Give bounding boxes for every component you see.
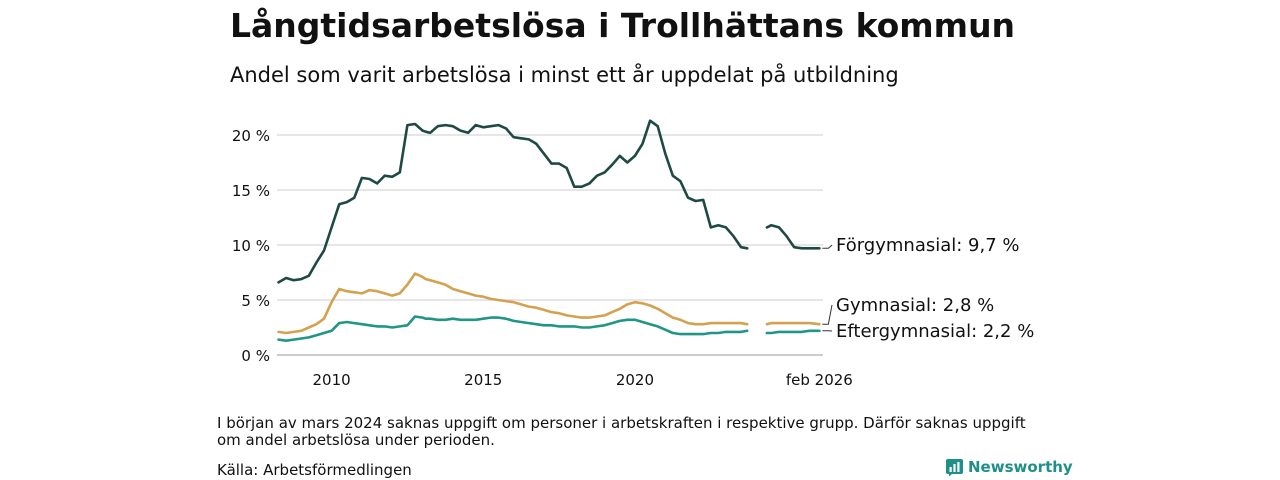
series-line-eftergymnasial xyxy=(277,315,749,342)
y-tick-label: 5 % xyxy=(241,292,270,310)
series-label-eftergymnasial: Eftergymnasial: 2,2 % xyxy=(836,321,1034,342)
footnote: I början av mars 2024 saknas uppgift om … xyxy=(217,414,1026,449)
brand-name: Newsworthy xyxy=(968,458,1073,476)
x-tick-label: feb 2026 xyxy=(786,371,853,389)
series-line-gymnasial xyxy=(277,272,749,335)
series-label-förgymnasial: Förgymnasial: 9,7 % xyxy=(836,235,1020,256)
chart-title: Långtidsarbetslösa i Trollhättans kommun xyxy=(230,6,1016,45)
series-line-förgymnasial xyxy=(765,223,821,250)
y-tick-label: 0 % xyxy=(241,347,270,365)
newsworthy-logo: Newsworthy xyxy=(946,458,1073,476)
x-tick-label: 2015 xyxy=(464,371,502,389)
y-tick-label: 10 % xyxy=(232,237,270,255)
x-tick-label: 2020 xyxy=(616,371,654,389)
series-line-gymnasial xyxy=(765,321,821,326)
label-connector xyxy=(822,304,833,325)
label-connector xyxy=(822,244,833,249)
chart-subtitle: Andel som varit arbetslösa i minst ett å… xyxy=(230,63,899,87)
y-tick-label: 20 % xyxy=(232,127,270,145)
series-line-eftergymnasial xyxy=(765,329,821,335)
y-tick-label: 15 % xyxy=(232,182,270,200)
x-tick-label: 2010 xyxy=(313,371,351,389)
source-text: Källa: Arbetsförmedlingen xyxy=(217,461,412,479)
series-label-gymnasial: Gymnasial: 2,8 % xyxy=(836,295,994,316)
line-chart: 0 % 5 % 10 % 15 % 20 % 2010 2015 2020 feb 2026 Fö… xyxy=(232,119,1034,389)
series-line-förgymnasial xyxy=(277,119,749,284)
newsworthy-logo-icon xyxy=(946,458,963,476)
